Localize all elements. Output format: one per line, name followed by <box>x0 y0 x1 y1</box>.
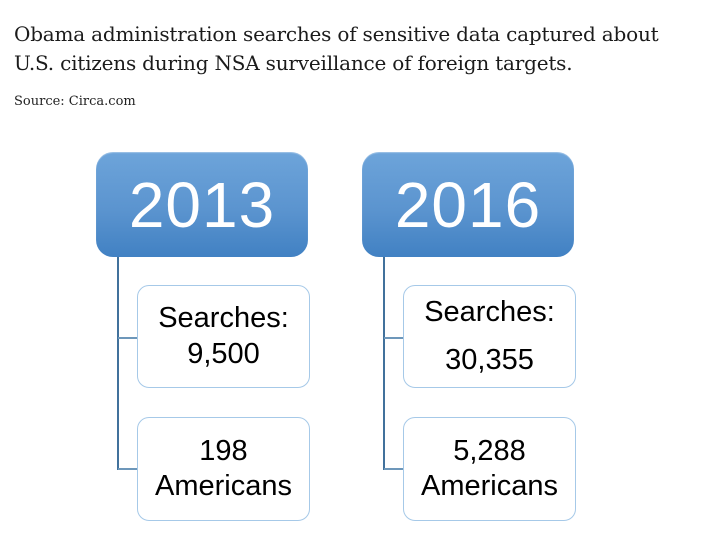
year-box-2013: 2013 <box>96 152 308 257</box>
connector-horizontal-2013-searches <box>118 337 138 339</box>
stat-line: Searches: <box>158 302 289 335</box>
stat-line: 30,355 <box>445 343 534 376</box>
stat-line: Americans <box>421 470 558 502</box>
stat-box-2013-americans: 198 Americans <box>137 417 310 521</box>
year-label-2016: 2016 <box>394 168 542 241</box>
year-box-2016: 2016 <box>362 152 574 257</box>
tree-2013: 2013 Searches: 9,500 198 Americans <box>96 152 312 527</box>
connector-vertical-2016 <box>383 257 385 470</box>
stat-line: 5,288 <box>453 434 526 467</box>
stat-line: 198 <box>199 434 248 467</box>
connector-horizontal-2016-americans <box>384 468 404 470</box>
page-title: Obama administration searches of sensiti… <box>14 22 659 75</box>
stat-line: Searches: <box>424 296 555 329</box>
connector-vertical-2013 <box>117 257 119 470</box>
header: Obama administration searches of sensiti… <box>14 20 698 109</box>
stat-box-2016-americans: 5,288 Americans <box>403 417 576 521</box>
stat-box-2016-searches: Searches: 30,355 <box>403 285 576 388</box>
tree-2016: 2016 Searches: 30,355 5,288 Americans <box>362 152 578 527</box>
stat-line: 9,500 <box>187 337 260 370</box>
source-label: Source: Circa.com <box>14 94 136 109</box>
stat-line: Americans <box>155 470 292 502</box>
connector-horizontal-2013-americans <box>118 468 138 470</box>
stat-box-2013-searches: Searches: 9,500 <box>137 285 310 388</box>
year-label-2013: 2013 <box>128 168 276 241</box>
connector-horizontal-2016-searches <box>384 337 404 339</box>
